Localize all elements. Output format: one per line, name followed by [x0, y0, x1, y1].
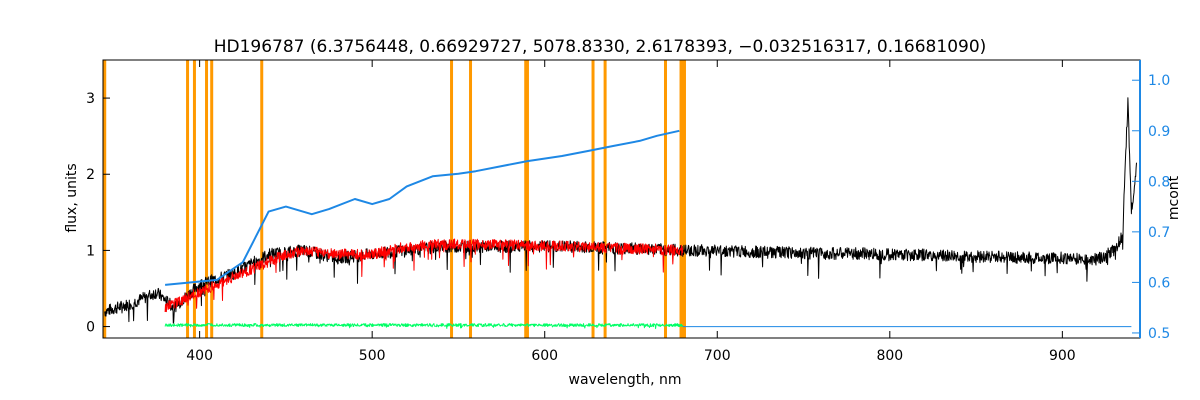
plot-frame [102, 59, 1141, 339]
y-tick-label: 1 [86, 243, 95, 259]
series-group [104, 97, 1137, 330]
right-y-axis-label: mcont [1166, 175, 1182, 220]
series-residual [164, 323, 684, 330]
right-y-tick-label: 0.5 [1148, 326, 1170, 342]
right-y-tick-label: 0.8 [1148, 174, 1170, 190]
chart-title: HD196787 (6.3756448, 0.66929727, 5078.83… [214, 37, 987, 57]
mask-lines [103, 60, 686, 338]
axes-group: 400 500 600 700 800 900 0 1 2 3 0.5 0.6 0.7 0.8 0.9 1.0 [86, 60, 1170, 364]
y-tick-label: 0 [86, 320, 95, 336]
right-y-tick-label: 0.9 [1148, 124, 1170, 140]
x-tick-label: 400 [186, 348, 213, 364]
series-continuum [165, 129, 680, 286]
x-tick-label: 500 [359, 348, 386, 364]
x-axis-label: wavelength, nm [569, 372, 682, 388]
series-model [164, 238, 684, 313]
right-y-tick-label: 0.7 [1148, 225, 1170, 241]
right-y-tick-label: 1.0 [1148, 73, 1170, 89]
x-tick-label: 800 [876, 348, 903, 364]
y-tick-label: 3 [86, 91, 95, 107]
x-tick-label: 600 [531, 348, 558, 364]
x-tick-label: 700 [704, 348, 731, 364]
right-y-tick-label: 0.6 [1148, 275, 1170, 291]
series-observed [104, 97, 1137, 324]
y-axis-label: flux, units [64, 163, 80, 232]
y-tick-label: 2 [86, 167, 95, 183]
x-tick-label: 900 [1049, 348, 1076, 364]
